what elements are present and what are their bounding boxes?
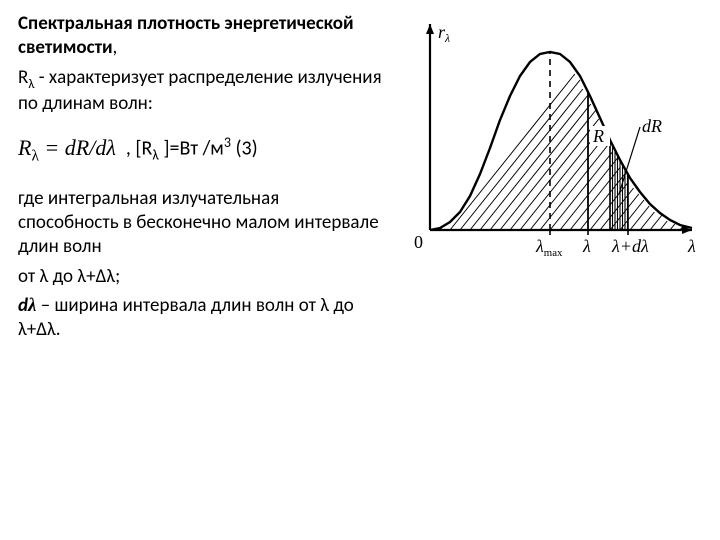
explanation-1: где интегральная излучательная способнос…	[18, 187, 383, 258]
title-block: Спектральная плотность энергетической св…	[18, 12, 383, 60]
svg-text:dR: dR	[642, 116, 662, 136]
explanation-2: от λ до λ+Δλ;	[18, 265, 383, 289]
explanation-3: dλ – ширина интервала длин волн от λ до …	[18, 294, 383, 342]
svg-text:λmax: λmax	[535, 236, 563, 259]
chart-column: rλλ0λmaxλλ+dλRdR	[391, 12, 702, 348]
svg-text:λ+dλ: λ+dλ	[611, 236, 649, 256]
svg-text:λ: λ	[687, 236, 696, 256]
title-suffix: ,	[113, 36, 118, 59]
r-symbol: R	[18, 66, 28, 89]
svg-text:R: R	[592, 126, 604, 146]
text-column: Спектральная плотность энергетической св…	[18, 12, 383, 348]
units: , [Rλ ]=Вт /м3 (3)	[126, 134, 258, 164]
svg-text:0: 0	[414, 232, 423, 252]
definition-block: Rλ - характеризует распределение излучен…	[18, 66, 383, 116]
formula: Rλ = dR/dλ	[18, 134, 116, 166]
spectral-chart: rλλ0λmaxλλ+dλRdR	[392, 12, 702, 272]
title: Спектральная плотность энергетической св…	[18, 12, 354, 59]
svg-text:rλ: rλ	[438, 22, 450, 45]
svg-text:λ: λ	[582, 236, 591, 256]
formula-row: Rλ = dR/dλ , [Rλ ]=Вт /м3 (3)	[18, 134, 383, 166]
definition-text: - характеризует распределение излучения …	[18, 66, 382, 115]
